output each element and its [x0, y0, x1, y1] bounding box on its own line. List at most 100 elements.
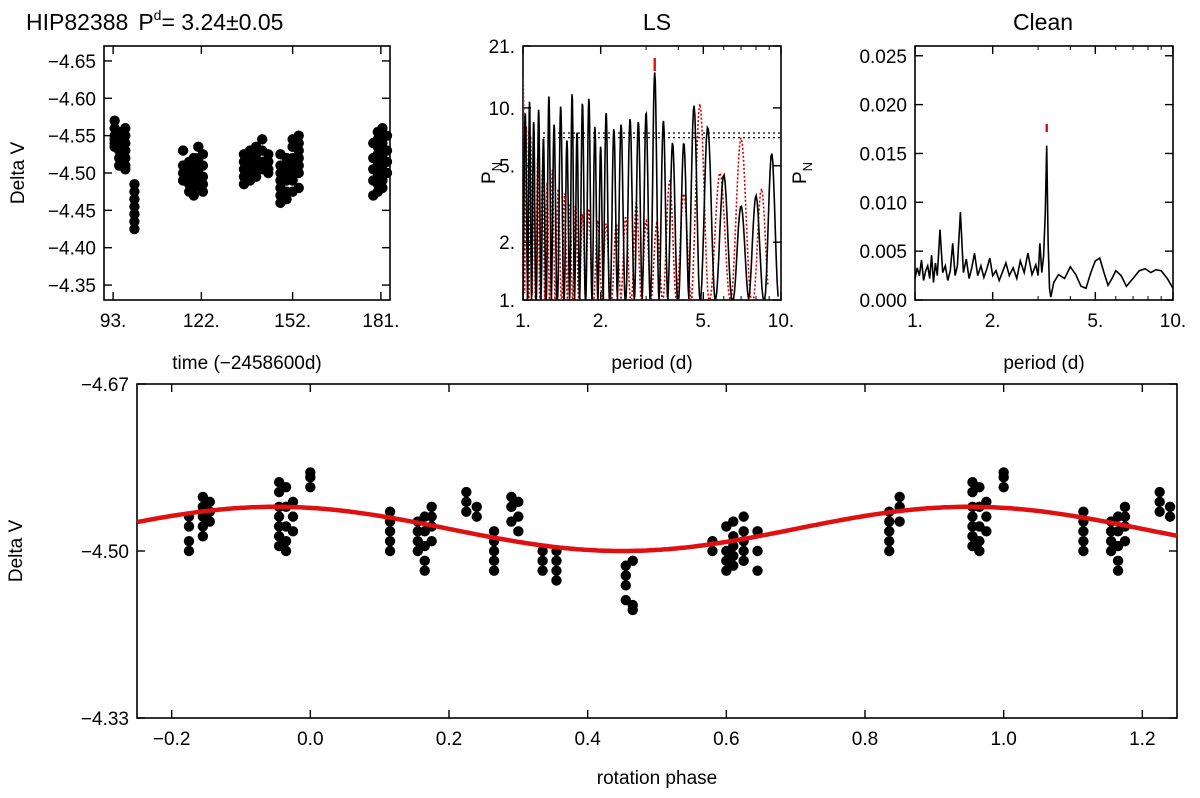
lightcurve-ylabel: Delta V — [8, 142, 29, 205]
lightcurve-point — [197, 171, 209, 182]
y-tick-label: 1. — [499, 291, 515, 312]
lightcurve-point — [120, 130, 131, 141]
phase-ylabel: Delta V — [6, 520, 27, 583]
lightcurve-point — [263, 149, 274, 160]
phase-point — [384, 526, 396, 537]
ls-ylabel: PN — [479, 162, 504, 184]
phase-point — [471, 511, 482, 522]
clean-frame — [914, 45, 1174, 301]
phase-point — [488, 526, 500, 537]
phase-point — [419, 555, 430, 567]
lightcurve-point — [197, 186, 209, 197]
phase-point — [513, 526, 524, 537]
phase-point — [384, 535, 396, 547]
phase-point — [728, 550, 739, 562]
lightcurve-point — [193, 141, 204, 153]
lightcurve-point — [381, 167, 393, 179]
phase-point — [204, 516, 215, 527]
x-tick-label: 122. — [183, 311, 220, 332]
x-tick-label: 93. — [100, 311, 126, 332]
y-tick-label: 2. — [499, 233, 515, 254]
phase-point — [974, 481, 985, 493]
figure-title: HIP82388 Pd= 3.24±0.05 — [26, 7, 283, 35]
y-tick-label: 0.005 — [859, 242, 907, 263]
phase-plot: −0.2 0.0 0.2 0.4 0.6 0.8 1.0 1.2 −4.67 −4.50 −4.33 — [81, 375, 1178, 750]
lightcurve-point — [381, 156, 393, 167]
lightcurve-point — [263, 167, 274, 179]
x-tick-label: 1. — [907, 311, 923, 332]
lightcurve-point — [293, 137, 304, 149]
lightcurve-point — [293, 182, 304, 194]
y-tick-label: −4.55 — [48, 127, 96, 148]
lightcurve-point — [381, 130, 393, 141]
x-tick-label: 1. — [515, 311, 531, 332]
x-tick-label: −0.2 — [153, 729, 191, 750]
lightcurve-point — [293, 167, 304, 179]
phase-point — [728, 540, 739, 552]
lightcurve-point — [293, 145, 304, 156]
lightcurve-point — [263, 156, 274, 167]
phase-point — [707, 545, 718, 557]
clean-ylabel: PN — [790, 162, 815, 184]
lightcurve-point — [293, 160, 304, 171]
x-tick-label: 10. — [768, 311, 794, 332]
phase-point — [627, 555, 638, 567]
y-tick-label: 10. — [489, 99, 515, 120]
phase-point — [738, 545, 749, 557]
y-tick-label: 0.015 — [859, 144, 907, 165]
lightcurve-point — [120, 145, 131, 156]
phase-point — [981, 496, 992, 508]
y-tick-label: −4.40 — [48, 239, 96, 260]
clean-panel-title: Clean — [1013, 9, 1073, 35]
lightcurve-xlabel: time (−2458600d) — [172, 353, 321, 374]
x-tick-label: 0.2 — [436, 729, 462, 750]
phase-point — [974, 545, 985, 557]
lightcurve-point — [197, 179, 209, 190]
phase-point — [998, 472, 1009, 483]
phase-point — [551, 565, 562, 576]
y-tick-label: −4.67 — [81, 375, 129, 396]
lightcurve-point — [293, 130, 304, 141]
phase-point — [1154, 486, 1165, 498]
phase-point — [513, 496, 524, 508]
x-tick-label: 1.2 — [1129, 729, 1155, 750]
phase-point — [1119, 511, 1131, 522]
lightcurve-point — [287, 175, 298, 186]
phase-point — [183, 535, 195, 547]
lightcurve-point — [109, 115, 120, 126]
phase-point — [461, 496, 472, 508]
phase-point — [1164, 511, 1176, 522]
y-tick-label: −4.33 — [81, 709, 129, 730]
lightcurve-point — [129, 193, 140, 205]
y-tick-label: 5. — [499, 157, 515, 178]
clean-spectrum-line — [914, 145, 1174, 298]
y-tick-label: −4.45 — [48, 201, 96, 222]
phase-point — [1154, 496, 1165, 508]
phase-point — [384, 545, 396, 557]
phase-point — [738, 555, 749, 567]
phase-point — [1119, 501, 1131, 512]
lightcurve-point — [129, 208, 140, 220]
y-tick-label: 0.010 — [859, 193, 907, 214]
phase-point — [551, 555, 562, 567]
phase-point — [738, 526, 749, 537]
phase-point — [974, 535, 985, 547]
lightcurve-point — [281, 193, 292, 205]
lightcurve-point — [129, 216, 140, 227]
lightcurve-point — [257, 134, 268, 145]
phase-point — [287, 511, 299, 522]
y-tick-label: −4.65 — [48, 52, 96, 73]
y-tick-label: −4.50 — [81, 542, 129, 563]
lightcurve-point — [197, 149, 209, 160]
phase-point — [1078, 545, 1089, 557]
lightcurve-point — [129, 179, 140, 190]
phase-point — [183, 545, 195, 557]
phase-point — [752, 565, 763, 576]
phase-point — [884, 545, 895, 557]
phase-point — [488, 555, 500, 567]
lightcurve-point — [250, 171, 262, 182]
x-tick-label: 0.4 — [574, 729, 601, 750]
ls-panel-title: LS — [643, 9, 671, 35]
sinusoidal-fit-line — [136, 504, 1178, 554]
phase-point — [461, 486, 472, 498]
